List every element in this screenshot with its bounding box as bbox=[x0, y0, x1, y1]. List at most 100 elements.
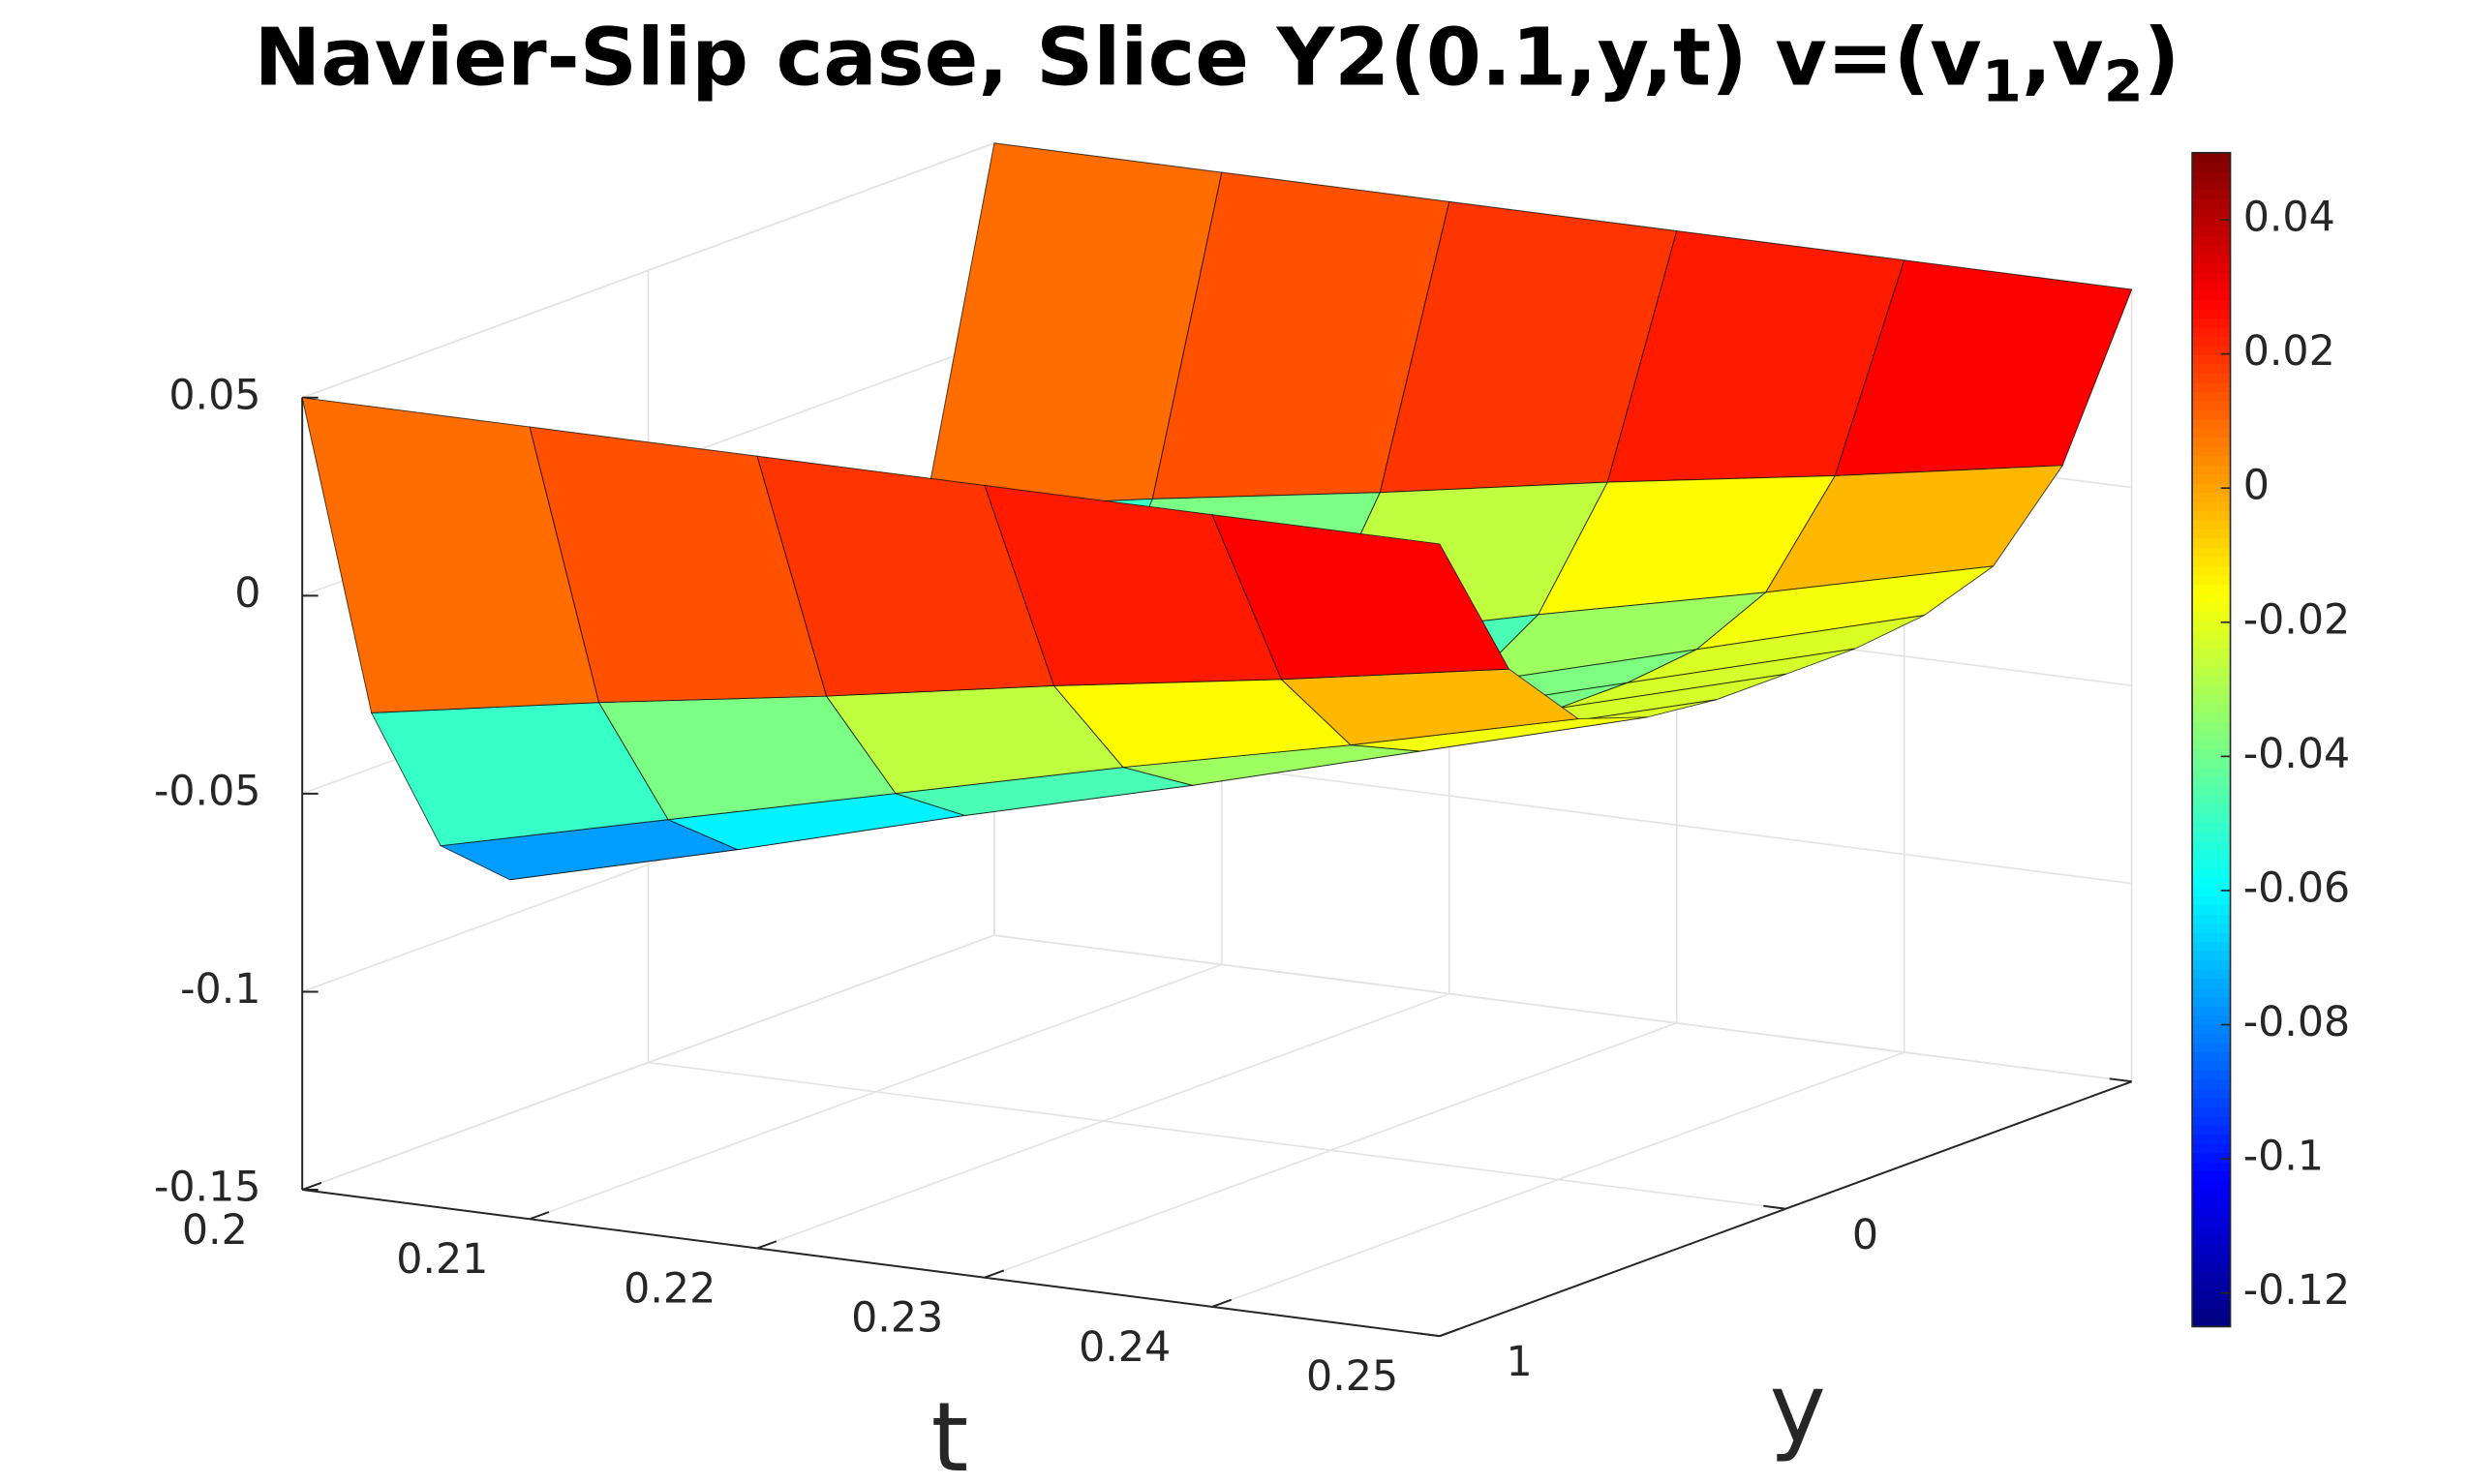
x-tick bbox=[984, 1269, 1005, 1279]
title-part: ,v bbox=[2022, 13, 2104, 105]
colorbar-swatch bbox=[2192, 831, 2231, 842]
colorbar-swatch bbox=[2192, 345, 2231, 355]
colorbar-tick-label: 0 bbox=[2243, 462, 2270, 510]
colorbar-swatch bbox=[2192, 1023, 2231, 1034]
colorbar-swatch bbox=[2192, 326, 2231, 338]
colorbar-swatch bbox=[2192, 931, 2231, 943]
colorbar-swatch bbox=[2192, 152, 2231, 164]
z-tick-label: -0.15 bbox=[154, 1164, 261, 1212]
colorbar-swatch bbox=[2192, 1226, 2231, 1236]
colorbar-swatch bbox=[2192, 492, 2231, 502]
colorbar-swatch bbox=[2192, 510, 2231, 521]
colorbar-tick-label: 0.02 bbox=[2243, 327, 2335, 376]
x-axis bbox=[302, 1189, 1441, 1338]
colorbar-swatch bbox=[2192, 757, 2231, 769]
x-axis-label: t bbox=[931, 1382, 969, 1484]
colorbar-swatch bbox=[2192, 170, 2231, 181]
colorbar-swatch bbox=[2192, 941, 2231, 952]
colorbar-swatch bbox=[2192, 794, 2231, 805]
colorbar-swatch bbox=[2192, 1015, 2231, 1025]
colorbar-swatch bbox=[2192, 775, 2231, 787]
colorbar-swatch bbox=[2192, 656, 2231, 668]
colorbar-swatch bbox=[2192, 400, 2231, 410]
colorbar-swatch bbox=[2192, 500, 2231, 512]
colorbar-swatch bbox=[2192, 1271, 2231, 1282]
colorbar-swatch bbox=[2192, 363, 2231, 374]
colorbar-swatch bbox=[2192, 914, 2231, 924]
colorbar-swatch bbox=[2192, 1280, 2231, 1291]
y-tick bbox=[2109, 1077, 2132, 1083]
colorbar-swatch bbox=[2192, 235, 2231, 246]
colorbar-swatch bbox=[2192, 812, 2231, 824]
colorbar-swatch bbox=[2192, 601, 2231, 613]
colorbar-swatch bbox=[2192, 180, 2231, 191]
x-tick bbox=[1439, 1328, 1460, 1338]
colorbar-swatch bbox=[2192, 583, 2231, 594]
colorbar-swatch bbox=[2192, 1142, 2231, 1154]
x-tick bbox=[301, 1181, 322, 1191]
colorbar-swatch bbox=[2192, 592, 2231, 603]
colorbar-swatch bbox=[2192, 1070, 2231, 1080]
colorbar-swatch bbox=[2192, 1060, 2231, 1071]
colorbar-swatch bbox=[2192, 299, 2231, 310]
colorbar-swatch bbox=[2192, 464, 2231, 475]
colorbar-frame bbox=[2191, 151, 2232, 1328]
colorbar-swatch bbox=[2192, 859, 2231, 869]
x-tick-label: 0.21 bbox=[396, 1235, 488, 1284]
colorbar-swatch bbox=[2192, 289, 2231, 301]
colorbar-swatch bbox=[2192, 373, 2231, 383]
colorbar-swatch bbox=[2192, 785, 2231, 796]
title-part: ) bbox=[2144, 13, 2180, 105]
colorbar-swatch bbox=[2192, 1105, 2231, 1117]
x-tick bbox=[529, 1211, 550, 1221]
colorbar-swatch bbox=[2192, 978, 2231, 988]
grid-line bbox=[993, 934, 2132, 1083]
colorbar-swatch bbox=[2192, 381, 2231, 392]
colorbar-swatch bbox=[2192, 1179, 2231, 1191]
chart-title: Navier-Slip case, Slice Y2(0.1,y,t) v=(v… bbox=[255, 13, 2180, 115]
colorbar-swatch bbox=[2192, 207, 2231, 218]
colorbar-swatch bbox=[2192, 547, 2231, 558]
colorbar-swatch bbox=[2192, 445, 2231, 457]
colorbar-swatch bbox=[2192, 767, 2231, 777]
colorbar-swatch bbox=[2192, 629, 2231, 640]
y-axis-label: y bbox=[1769, 1353, 1825, 1465]
colorbar-swatch bbox=[2192, 253, 2231, 264]
colorbar-swatch bbox=[2192, 1115, 2231, 1126]
colorbar-swatch bbox=[2192, 455, 2231, 466]
colorbar-swatch bbox=[2192, 1289, 2231, 1300]
colorbar-swatch bbox=[2192, 437, 2231, 447]
x-tick-label: 0.22 bbox=[624, 1264, 716, 1313]
colorbar-swatch bbox=[2192, 1189, 2231, 1199]
colorbar-swatch bbox=[2192, 748, 2231, 759]
colorbar-swatch bbox=[2192, 537, 2231, 548]
colorbar-tick-label: -0.08 bbox=[2243, 998, 2350, 1046]
colorbar-swatch bbox=[2192, 684, 2231, 695]
colorbar-swatch bbox=[2192, 336, 2231, 347]
colorbar-swatch bbox=[2192, 1298, 2231, 1310]
colorbar-swatch bbox=[2192, 473, 2231, 484]
colorbar-swatch bbox=[2192, 712, 2231, 722]
grid-line bbox=[648, 1061, 1786, 1210]
colorbar-swatch bbox=[2192, 262, 2231, 273]
colorbar-swatch bbox=[2192, 877, 2231, 888]
colorbar-swatch bbox=[2192, 1078, 2231, 1089]
colorbar-tick-label: -0.02 bbox=[2243, 595, 2350, 644]
colorbar-swatch bbox=[2192, 959, 2231, 970]
colorbar-swatch bbox=[2192, 556, 2231, 566]
x-tick-label: 0.24 bbox=[1079, 1323, 1171, 1372]
colorbar-swatch bbox=[2192, 996, 2231, 1007]
colorbar-tick-label: -0.1 bbox=[2243, 1133, 2324, 1181]
x-tick-label: 0.23 bbox=[851, 1294, 943, 1343]
colorbar-swatch bbox=[2192, 638, 2231, 650]
colorbar-swatch bbox=[2192, 1207, 2231, 1218]
colorbar-swatch bbox=[2192, 427, 2231, 439]
title-part: Navier-Slip case, Slice Y2(0.1,y,t) v=(v bbox=[255, 13, 1982, 105]
colorbar-tick-label: -0.12 bbox=[2243, 1266, 2350, 1315]
z-tick-label: -0.05 bbox=[154, 767, 261, 815]
colorbar-swatch bbox=[2192, 281, 2231, 291]
colorbar-swatch bbox=[2192, 1051, 2231, 1062]
colorbar-swatch bbox=[2192, 620, 2231, 631]
colorbar-swatch bbox=[2192, 849, 2231, 861]
